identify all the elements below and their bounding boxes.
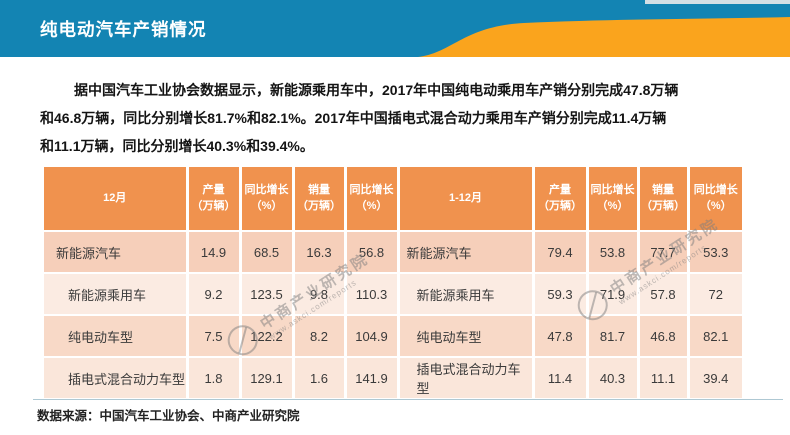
- data-cell: 16.3: [293, 231, 347, 274]
- col-header-sales: 销量 （万辆）: [638, 167, 690, 232]
- data-cell: 68.5: [240, 231, 295, 274]
- data-cell: 57.8: [638, 273, 690, 316]
- row-label: 新能源汽车: [44, 231, 189, 274]
- col-header-yoy-growth: 同比增长 （%）: [240, 167, 295, 232]
- table-row: 新能源乘用车 9.2 123.5 9.8 110.3 新能源乘用车 59.3 7…: [44, 273, 742, 316]
- table-row: 纯电动车型 7.5 122.2 8.2 104.9 纯电动车型 47.8 81.…: [44, 315, 742, 358]
- col-header-yoy-growth: 同比增长 （%）: [688, 167, 742, 232]
- row-label: 新能源乘用车: [398, 273, 535, 316]
- data-cell: 39.4: [688, 357, 742, 398]
- data-cell: 11.4: [533, 357, 589, 398]
- data-source-note: 数据来源：中国汽车工业协会、中商产业研究院: [37, 409, 300, 423]
- data-cell: 8.2: [293, 315, 347, 358]
- data-cell: 71.9: [587, 273, 640, 316]
- data-cell: 110.3: [345, 273, 400, 316]
- row-label: 纯电动车型: [398, 315, 535, 358]
- col-header-production: 产量 （万辆）: [187, 167, 242, 232]
- data-cell: 104.9: [345, 315, 400, 358]
- data-cell: 72: [688, 273, 742, 316]
- data-cell: 77.7: [638, 231, 690, 274]
- footer-divider: [33, 399, 783, 400]
- data-cell: 59.3: [533, 273, 589, 316]
- row-label: 插电式混合动力车型: [44, 357, 189, 398]
- col-header-sales: 销量 （万辆）: [293, 167, 347, 232]
- orange-wave-shape: [418, 17, 790, 57]
- data-cell: 46.8: [638, 315, 690, 358]
- col-header-period-year: 1-12月: [398, 167, 535, 232]
- data-cell: 47.8: [533, 315, 589, 358]
- intro-paragraph: 据中国汽车工业协会数据显示，新能源乘用车中，2017年中国纯电动乘用车产销分别完…: [40, 76, 760, 160]
- col-header-yoy-growth: 同比增长 （%）: [587, 167, 640, 232]
- intro-line: 和11.1万辆，同比分别增长40.3%和39.4%。: [40, 138, 314, 154]
- data-cell: 56.8: [345, 231, 400, 274]
- row-label: 新能源乘用车: [44, 273, 189, 316]
- data-cell: 122.2: [240, 315, 295, 358]
- table-row: 插电式混合动力车型 1.8 129.1 1.6 141.9 插电式混合动力车型 …: [44, 357, 742, 398]
- data-cell: 123.5: [240, 273, 295, 316]
- intro-line: 和46.8万辆，同比分别增长81.7%和82.1%。2017年中国插电式混合动力…: [40, 110, 667, 126]
- data-cell: 53.3: [688, 231, 742, 274]
- data-cell: 79.4: [533, 231, 589, 274]
- table-header-row: 12月 产量 （万辆） 同比增长 （%） 销量 （万辆） 同比增长 （%） 1-12月 …: [44, 167, 742, 232]
- data-cell: 81.7: [587, 315, 640, 358]
- data-cell: 9.8: [293, 273, 347, 316]
- data-cell: 129.1: [240, 357, 295, 398]
- data-cell: 1.8: [187, 357, 242, 398]
- col-header-production: 产量 （万辆）: [533, 167, 589, 232]
- col-header-yoy-growth: 同比增长 （%）: [345, 167, 400, 232]
- col-header-period-dec: 12月: [44, 167, 189, 232]
- production-sales-table: 12月 产量 （万辆） 同比增长 （%） 销量 （万辆） 同比增长 （%） 1-12月 …: [44, 167, 742, 398]
- data-cell: 82.1: [688, 315, 742, 358]
- data-cell: 141.9: [345, 357, 400, 398]
- row-label: 新能源汽车: [398, 231, 535, 274]
- data-cell: 9.2: [187, 273, 242, 316]
- header-banner: 纯电动汽车产销情况: [0, 0, 790, 57]
- intro-line: 据中国汽车工业协会数据显示，新能源乘用车中，2017年中国纯电动乘用车产销分别完…: [74, 82, 679, 98]
- row-label: 纯电动车型: [44, 315, 189, 358]
- row-label: 插电式混合动力车型: [398, 357, 535, 398]
- data-cell: 40.3: [587, 357, 640, 398]
- data-cell: 7.5: [187, 315, 242, 358]
- data-cell: 53.8: [587, 231, 640, 274]
- header-top-strip: [645, 0, 790, 4]
- data-cell: 14.9: [187, 231, 242, 274]
- page-title: 纯电动汽车产销情况: [40, 19, 207, 39]
- table-row: 新能源汽车 14.9 68.5 16.3 56.8 新能源汽车 79.4 53.…: [44, 231, 742, 274]
- data-cell: 11.1: [638, 357, 690, 398]
- data-cell: 1.6: [293, 357, 347, 398]
